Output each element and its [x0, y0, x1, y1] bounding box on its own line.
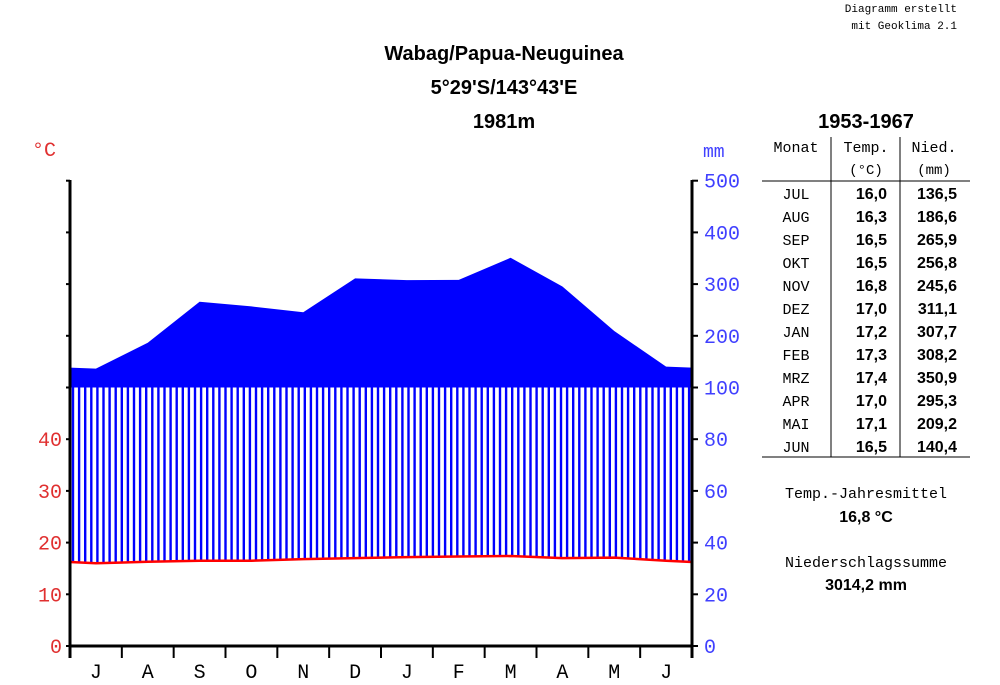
table-month: FEB	[782, 348, 809, 365]
month-label: N	[297, 662, 309, 685]
precip-tick-label: 500	[704, 172, 740, 195]
station-title: Wabag/Papua-Neuguinea	[384, 43, 624, 65]
table-temp: 16,5	[856, 255, 887, 272]
table-header-temp: Temp.	[843, 140, 888, 157]
table-header-precip: Nied.	[911, 140, 956, 157]
table-month: MAI	[782, 417, 809, 434]
table-precip: 140,4	[917, 439, 957, 456]
temperature-line	[69, 554, 693, 565]
table-precip: 245,6	[917, 278, 957, 295]
coordinates: 5°29'S/143°43'E	[431, 77, 578, 99]
annual-temp-label: Temp.-Jahresmittel	[785, 486, 947, 503]
table-unit-temp: (°C)	[849, 163, 883, 179]
table-precip: 256,8	[917, 255, 957, 272]
month-label: D	[349, 662, 361, 685]
table-month: OKT	[782, 256, 809, 273]
month-label: A	[556, 662, 568, 685]
table-precip: 209,2	[917, 416, 957, 433]
table-precip: 350,9	[917, 370, 957, 387]
credit-line-1: Diagramm erstellt	[845, 4, 957, 16]
table-month: JUN	[782, 440, 809, 457]
precip-tick-label: 100	[704, 379, 740, 402]
precip-tick-label: 200	[704, 327, 740, 350]
temp-axis-label: °C	[32, 140, 56, 163]
temp-tick-label: 10	[38, 585, 62, 608]
temp-tick-label: 30	[38, 482, 62, 505]
table-temp: 17,1	[856, 416, 887, 433]
credit-line-2: mit Geoklima 2.1	[851, 21, 957, 33]
table-precip: 265,9	[917, 232, 957, 249]
table-temp: 16,5	[856, 232, 887, 249]
table-month: DEZ	[782, 302, 809, 319]
precip-tick-label: 20	[704, 585, 728, 608]
precipitation-area	[70, 257, 692, 388]
month-label: J	[401, 662, 413, 685]
precip-tick-label: 0	[704, 637, 716, 660]
table-precip: 295,3	[917, 393, 957, 410]
table-month: MRZ	[782, 371, 809, 388]
precip-tick-label: 80	[704, 430, 728, 453]
precip-tick-label: 300	[704, 275, 740, 298]
table-temp: 16,3	[856, 209, 887, 226]
table-temp: 17,4	[856, 370, 887, 387]
month-label: O	[245, 662, 257, 685]
table-month: APR	[782, 394, 809, 411]
month-label: A	[142, 662, 154, 685]
month-label: M	[505, 662, 517, 685]
annual-precip-value: 3014,2 mm	[825, 577, 907, 594]
table-month: JUL	[782, 187, 809, 204]
table-temp: 16,0	[856, 186, 887, 203]
table-precip: 186,6	[917, 209, 957, 226]
table-temp: 16,8	[856, 278, 887, 295]
month-label: J	[90, 662, 102, 685]
annual-temp-value: 16,8 °C	[839, 509, 893, 526]
table-unit-precip: (mm)	[917, 163, 951, 179]
month-label: J	[660, 662, 672, 685]
table-month: NOV	[782, 279, 809, 296]
table-temp: 17,0	[856, 301, 887, 318]
month-label: S	[194, 662, 206, 685]
table-month: JAN	[782, 325, 809, 342]
table-temp: 17,2	[856, 324, 887, 341]
precip-tick-label: 400	[704, 223, 740, 246]
temp-tick-label: 40	[38, 430, 62, 453]
table-month: AUG	[782, 210, 809, 227]
table-precip: 308,2	[917, 347, 957, 364]
table-header-month: Monat	[773, 140, 818, 157]
table-period: 1953-1967	[818, 111, 914, 133]
table-temp: 17,3	[856, 347, 887, 364]
table-temp: 16,5	[856, 439, 887, 456]
temp-tick-label: 20	[38, 534, 62, 557]
table-month: SEP	[782, 233, 809, 250]
precip-tick-label: 60	[704, 482, 728, 505]
precip-tick-label: 40	[704, 534, 728, 557]
table-precip: 311,1	[918, 301, 957, 318]
month-label: F	[453, 662, 465, 685]
table-temp: 17,0	[856, 393, 887, 410]
elevation: 1981m	[473, 111, 535, 133]
annual-precip-label: Niederschlagssumme	[785, 555, 947, 572]
table-precip: 136,5	[917, 186, 957, 203]
temp-tick-label: 0	[50, 637, 62, 660]
month-label: M	[608, 662, 620, 685]
precip-axis-label: mm	[703, 143, 725, 163]
table-precip: 307,7	[917, 324, 957, 341]
